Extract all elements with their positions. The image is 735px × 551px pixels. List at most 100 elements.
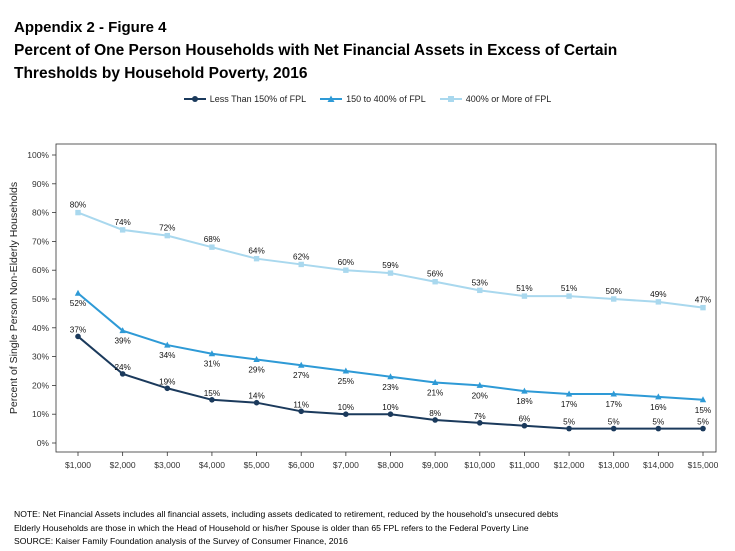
y-tick-label: 0% bbox=[37, 438, 50, 448]
data-point-0 bbox=[387, 411, 394, 418]
data-point-1 bbox=[342, 367, 350, 374]
data-label-1: 18% bbox=[516, 397, 532, 406]
data-label-0: 24% bbox=[114, 363, 130, 372]
data-point-1 bbox=[298, 361, 305, 368]
data-label-2: 80% bbox=[70, 201, 86, 210]
data-label-1: 34% bbox=[159, 351, 175, 360]
y-tick-label: 10% bbox=[32, 409, 49, 419]
title-block: Appendix 2 - Figure 4 Percent of One Per… bbox=[14, 16, 714, 85]
data-label-1: 52% bbox=[70, 299, 86, 308]
data-label-2: 51% bbox=[561, 284, 577, 293]
data-point-1 bbox=[565, 390, 573, 397]
data-point-2 bbox=[164, 232, 170, 239]
data-label-1: 21% bbox=[427, 389, 443, 398]
note-line: NOTE: Net Financial Assets includes all … bbox=[14, 509, 559, 519]
data-label-2: 68% bbox=[204, 235, 220, 244]
data-label-2: 56% bbox=[427, 270, 443, 279]
data-point-0 bbox=[521, 422, 528, 429]
data-label-0: 5% bbox=[652, 418, 664, 427]
data-point-2 bbox=[566, 293, 572, 299]
chart-axes: 0% 10% 20% 30% 40% 50% 60% 70% 80% 90% 100% $1,000 $… bbox=[8, 143, 719, 470]
data-point-2 bbox=[119, 227, 126, 233]
data-label-0: 6% bbox=[519, 415, 531, 424]
data-point-2 bbox=[298, 261, 304, 268]
data-point-1 bbox=[610, 390, 617, 397]
data-label-0: 19% bbox=[159, 377, 175, 386]
data-label-1: 23% bbox=[382, 383, 398, 392]
data-point-1 bbox=[655, 393, 662, 400]
data-label-0: 11% bbox=[293, 400, 309, 409]
data-point-2 bbox=[611, 296, 617, 302]
data-label-0: 14% bbox=[248, 392, 264, 401]
data-point-0 bbox=[164, 385, 171, 392]
x-tick-label: $10,000 bbox=[464, 460, 495, 470]
y-tick-label: 30% bbox=[32, 352, 49, 362]
data-label-2: 50% bbox=[606, 287, 622, 296]
y-tick-label: 60% bbox=[32, 265, 49, 275]
data-point-2 bbox=[521, 293, 528, 299]
data-label-0: 8% bbox=[429, 409, 441, 418]
data-label-2: 47% bbox=[695, 296, 711, 305]
data-label-0: 7% bbox=[474, 412, 486, 421]
data-label-2: 64% bbox=[248, 247, 264, 256]
source-line: SOURCE: Kaiser Family Foundation analysi… bbox=[14, 536, 348, 546]
data-point-0 bbox=[655, 425, 662, 432]
data-point-2 bbox=[432, 279, 438, 285]
chart-title-line-1: Percent of One Person Households with Ne… bbox=[14, 42, 618, 59]
x-tick-label: $1,000 bbox=[65, 460, 91, 470]
x-tick-label: $2,000 bbox=[110, 460, 136, 470]
data-label-1: 25% bbox=[338, 377, 354, 386]
y-tick-label: 40% bbox=[32, 323, 49, 333]
x-tick-label: $13,000 bbox=[598, 460, 629, 470]
y-axis-title: Percent of Single Person Non-Elderly Hou… bbox=[8, 182, 20, 414]
data-point-1 bbox=[253, 355, 260, 362]
data-label-1: 15% bbox=[695, 406, 711, 415]
plot-frame bbox=[55, 143, 717, 453]
data-point-2 bbox=[700, 304, 706, 311]
data-label-2: 72% bbox=[159, 224, 175, 233]
data-label-0: 37% bbox=[70, 325, 86, 334]
data-label-2: 51% bbox=[516, 284, 532, 293]
x-tick-label: $6,000 bbox=[288, 460, 314, 470]
legend-item-mid: 150 to 400% of FPL bbox=[320, 94, 426, 104]
data-label-1: 20% bbox=[472, 391, 488, 400]
data-point-1 bbox=[208, 350, 216, 357]
data-point-2 bbox=[209, 244, 215, 250]
data-label-0: 5% bbox=[563, 418, 575, 427]
data-point-0 bbox=[253, 399, 260, 406]
data-label-1: 16% bbox=[650, 403, 666, 412]
data-point-1 bbox=[119, 327, 126, 334]
data-label-0: 15% bbox=[204, 389, 220, 398]
footnotes: NOTE: Net Financial Assets includes all … bbox=[14, 508, 558, 549]
data-point-2 bbox=[387, 270, 394, 276]
data-point-0 bbox=[700, 425, 706, 432]
chart-title-line-2: Thresholds by Household Poverty, 2016 bbox=[14, 65, 308, 82]
legend-swatch-high bbox=[439, 96, 462, 102]
data-label-1: 17% bbox=[561, 400, 577, 409]
data-point-0 bbox=[610, 425, 617, 432]
legend-label-mid: 150 to 400% of FPL bbox=[346, 94, 426, 104]
data-point-1 bbox=[431, 379, 439, 386]
y-tick-label: 100% bbox=[27, 150, 49, 160]
x-tick-label: $15,000 bbox=[688, 460, 719, 470]
data-point-1 bbox=[74, 289, 82, 296]
data-point-1 bbox=[699, 396, 707, 403]
y-tick-label: 50% bbox=[32, 294, 49, 304]
data-label-0: 10% bbox=[338, 403, 354, 412]
chart-series bbox=[74, 209, 707, 432]
data-label-2: 49% bbox=[650, 290, 666, 299]
data-point-0 bbox=[476, 420, 483, 426]
legend-swatch-low bbox=[183, 96, 206, 102]
data-label-1: 39% bbox=[114, 337, 130, 346]
data-point-1 bbox=[387, 373, 394, 380]
data-label-0: 10% bbox=[382, 403, 398, 412]
data-point-0 bbox=[75, 333, 81, 340]
x-tick-label: $3,000 bbox=[154, 460, 180, 470]
data-label-1: 29% bbox=[248, 365, 264, 374]
data-point-2 bbox=[655, 299, 662, 305]
x-tick-label: $5,000 bbox=[244, 460, 270, 470]
data-label-2: 60% bbox=[338, 258, 354, 267]
figure-label: Appendix 2 - Figure 4 bbox=[14, 19, 167, 36]
data-label-0: 5% bbox=[697, 418, 709, 427]
